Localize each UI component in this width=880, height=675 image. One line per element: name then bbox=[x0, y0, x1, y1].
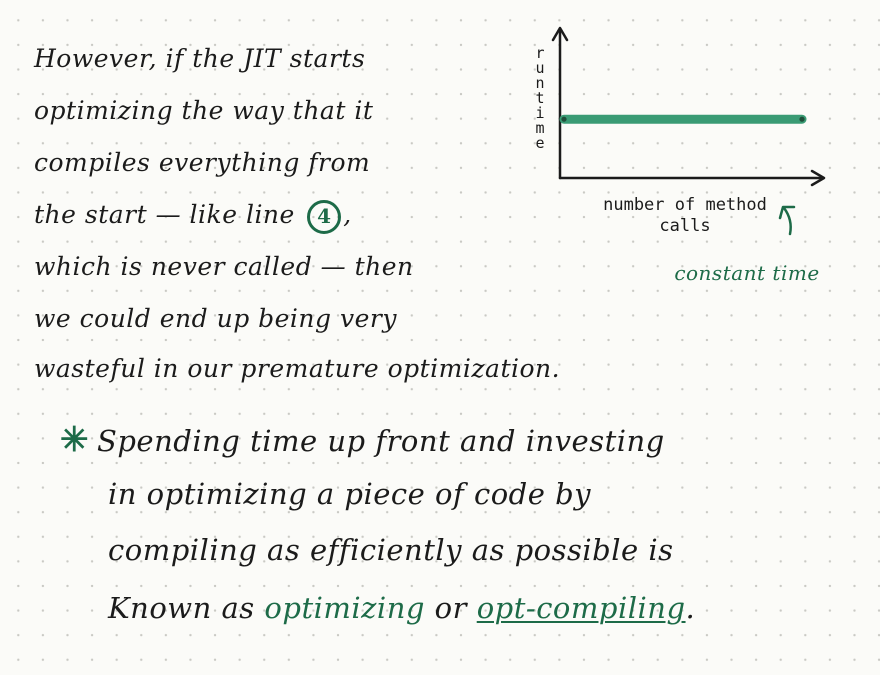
text-line: in optimizing a piece of code by bbox=[108, 477, 592, 511]
text-line: However, if the JIT starts bbox=[34, 44, 366, 73]
y-axis-label-letter: e bbox=[535, 134, 544, 152]
circled-line-number: 4 bbox=[307, 199, 342, 234]
text-line: we could end up being very bbox=[34, 304, 397, 333]
y-axis-label-letter: m bbox=[535, 119, 544, 137]
comma: , bbox=[343, 200, 352, 229]
y-axis-label-letter: t bbox=[535, 89, 544, 107]
text-line: compiling as efficiently as possible is bbox=[108, 533, 674, 567]
text-line: wasteful in our premature optimization. bbox=[34, 354, 561, 383]
y-axis-arrowhead bbox=[551, 26, 569, 42]
text-line: which is never called — then bbox=[34, 252, 414, 281]
text-line-definition: Known as optimizing or opt-compiling. bbox=[108, 580, 695, 636]
text-line: optimizing the way that it bbox=[34, 96, 374, 125]
text-fragment: or bbox=[434, 591, 467, 625]
x-axis-label-line: calls bbox=[659, 216, 710, 236]
asterisk-icon: ✳ bbox=[60, 420, 89, 460]
text-fragment: the start — like line bbox=[34, 200, 295, 229]
annotation-text: constant time bbox=[674, 261, 820, 285]
series-point bbox=[561, 116, 567, 122]
x-axis-arrowhead bbox=[810, 169, 826, 187]
text-line-with-bullet: ✳ Spending time up front and investing bbox=[60, 412, 665, 468]
up-arrow-icon bbox=[778, 205, 796, 236]
y-axis-label-letter: n bbox=[535, 74, 544, 92]
term-opt-compiling: opt-compiling bbox=[476, 591, 686, 625]
constant-time-note: constant time bbox=[672, 205, 822, 286]
period: . bbox=[685, 591, 696, 625]
x-axis-label-line: number of method bbox=[603, 195, 767, 215]
text-fragment: Spending time up front and investing bbox=[97, 424, 665, 458]
term-optimizing: optimizing bbox=[264, 591, 425, 625]
text-line: compiles everything from bbox=[34, 148, 371, 177]
y-axis-label-letter: r bbox=[535, 44, 544, 62]
y-axis-label-letter: u bbox=[535, 59, 544, 77]
text-line-with-reference: the start — like line 4, bbox=[34, 190, 352, 240]
y-axis-label-letter: i bbox=[535, 104, 544, 122]
series-group bbox=[559, 114, 807, 124]
series-point bbox=[799, 116, 805, 122]
text-fragment: Known as bbox=[108, 591, 255, 625]
